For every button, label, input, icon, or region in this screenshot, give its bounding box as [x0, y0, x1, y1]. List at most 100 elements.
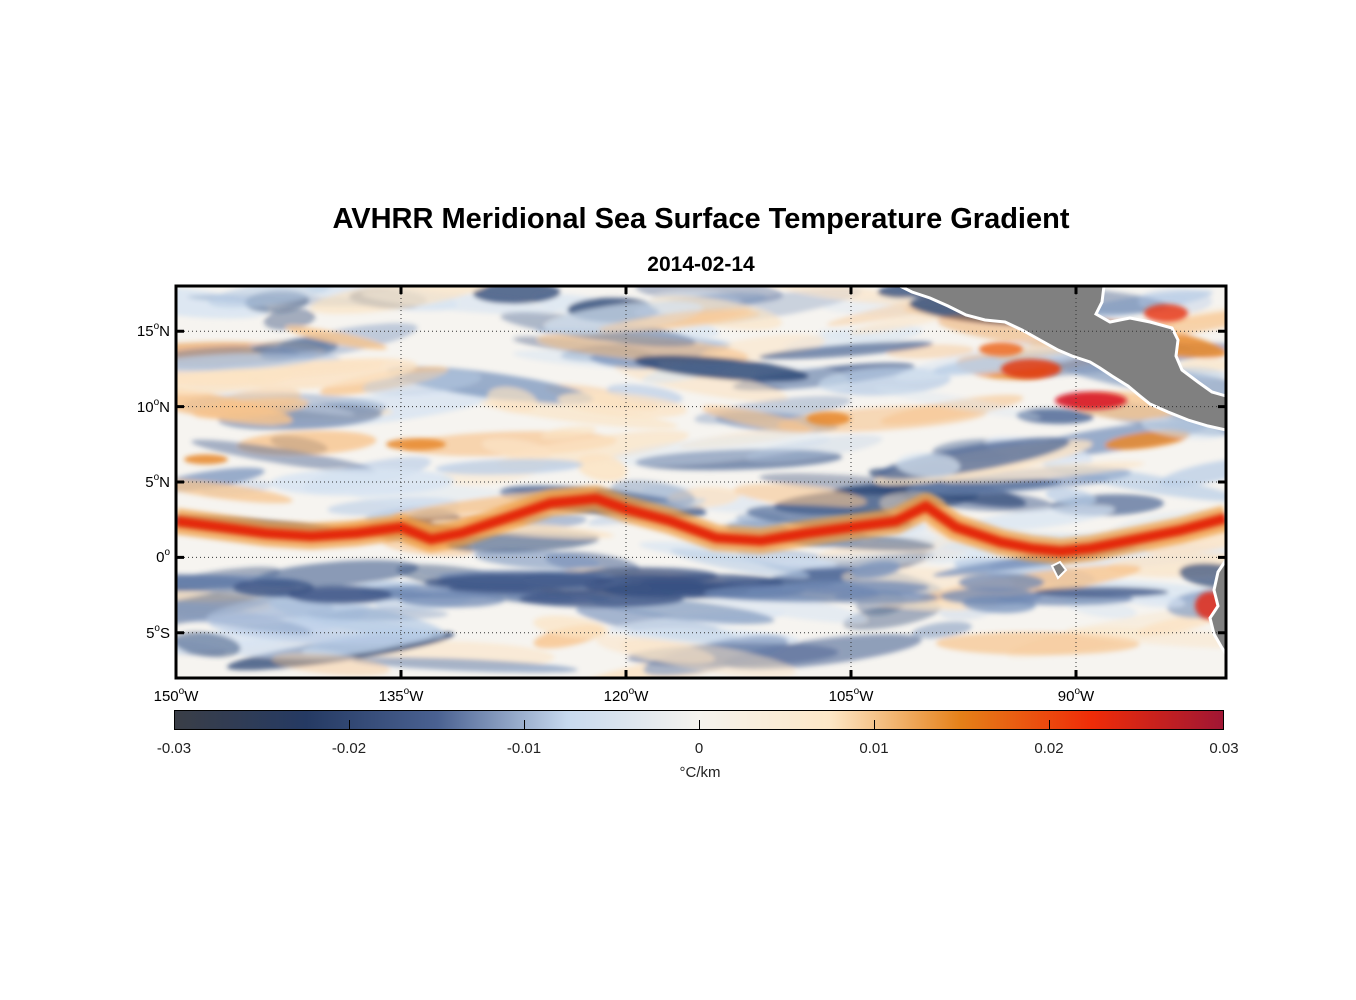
degree-symbol: o [153, 472, 160, 483]
lon-hemisphere: W [859, 688, 874, 705]
field-streak [1016, 408, 1094, 424]
field-streak [399, 591, 506, 608]
graticule [176, 286, 1226, 678]
field-streak [1049, 474, 1110, 486]
degree-symbol: o [853, 686, 860, 697]
lat-label: 15oN [110, 321, 170, 340]
lon-hemisphere: W [184, 688, 199, 705]
colorbar-tick-label: -0.03 [156, 740, 192, 757]
degree-symbol: o [153, 396, 160, 408]
colorbar-tick-label: 0.01 [859, 740, 889, 757]
lon-degrees: 120 [603, 688, 629, 705]
map-title: AVHRR Meridional Sea Surface Temperature… [332, 203, 1070, 235]
map-date: 2014-02-14 [647, 253, 755, 276]
field-streak [1159, 458, 1226, 487]
field-streak [607, 433, 830, 466]
field-streak [758, 341, 934, 360]
field-streak [472, 286, 561, 304]
field-streak [482, 438, 553, 460]
field-streak [437, 572, 614, 589]
field-streak [958, 573, 1045, 592]
lat-degrees: 10 [136, 398, 154, 416]
colorbar-tick [874, 720, 875, 730]
field-streak [351, 657, 578, 673]
field-streak [939, 587, 1042, 605]
degree-symbol: o [1074, 686, 1081, 697]
warm-feature [386, 438, 446, 451]
warm-feature [806, 411, 851, 426]
lat-label: 0o [110, 547, 170, 566]
field-streak [543, 301, 703, 335]
field-streak [875, 386, 1041, 420]
degree-symbol: o [403, 686, 410, 697]
axis-ticks [174, 286, 1226, 678]
colorbar-tick [524, 720, 525, 730]
field-streak [176, 631, 241, 658]
lat-hemisphere: N [159, 474, 170, 491]
field-streak [818, 329, 878, 342]
field-streak [269, 468, 455, 496]
field-streak [191, 439, 377, 474]
central-america-land [899, 286, 1226, 432]
colorbar-tick-label: 0.02 [1034, 740, 1064, 757]
warm-feature [1055, 391, 1127, 410]
field-streak [176, 386, 293, 425]
degree-symbol: o [178, 686, 185, 697]
lat-label: 5oS [110, 623, 170, 642]
field-streak [639, 541, 838, 568]
field-streak [287, 585, 393, 605]
lat-degrees: 15 [136, 323, 154, 341]
lon-label: 135oW [379, 686, 424, 705]
warm-feature [1144, 304, 1188, 323]
colorbar-tick-label: 0.03 [1209, 740, 1239, 757]
lon-hemisphere: W [409, 688, 424, 705]
field-streak [963, 505, 1115, 532]
lat-hemisphere: S [159, 624, 170, 642]
field-streak [1045, 488, 1096, 506]
field-streak [941, 461, 1145, 484]
warm-feature [979, 342, 1023, 357]
field-streak [634, 355, 809, 382]
lon-label: 105oW [829, 686, 874, 705]
colorbar-tick-label: 0 [694, 740, 704, 757]
field-streak [176, 368, 293, 396]
lat-label: 5oN [110, 472, 170, 491]
field-streak [541, 425, 597, 440]
field-streak [176, 286, 270, 319]
lat-degrees: 5 [146, 624, 155, 642]
colorbar-tick [699, 720, 700, 730]
degree-symbol: o [153, 321, 160, 333]
warm-feature [1001, 358, 1061, 379]
colorbar-tick-label: -0.02 [331, 740, 367, 757]
field-streak [911, 621, 972, 639]
field-streak [701, 405, 811, 433]
lon-label: 120oW [604, 686, 649, 705]
field-streak [782, 580, 930, 595]
degree-symbol: o [628, 686, 635, 697]
colorbar-tick [349, 720, 350, 730]
field-streak [435, 458, 584, 475]
field-streak [263, 308, 316, 331]
lon-degrees: 90 [1057, 688, 1075, 705]
lon-hemisphere: W [634, 688, 649, 705]
field-streak [576, 453, 628, 482]
field-streak [896, 452, 961, 478]
lat-degrees: 5 [145, 474, 154, 491]
field-streak [1066, 627, 1226, 649]
lat-degrees: 0 [156, 549, 165, 567]
field-streak [537, 332, 749, 364]
field-streak [670, 548, 810, 579]
lat-label: 10oN [110, 397, 170, 416]
field-streak [286, 326, 388, 350]
field-streak [598, 307, 752, 333]
field-streak [1145, 525, 1226, 555]
lon-degrees: 105 [828, 688, 854, 705]
lon-hemisphere: W [1080, 688, 1095, 705]
galapagos-land [1050, 560, 1068, 580]
field-streak [474, 549, 600, 570]
degree-symbol: o [154, 622, 160, 634]
field-streak [176, 479, 293, 504]
lat-hemisphere: N [159, 323, 170, 341]
field-streak [733, 484, 867, 508]
